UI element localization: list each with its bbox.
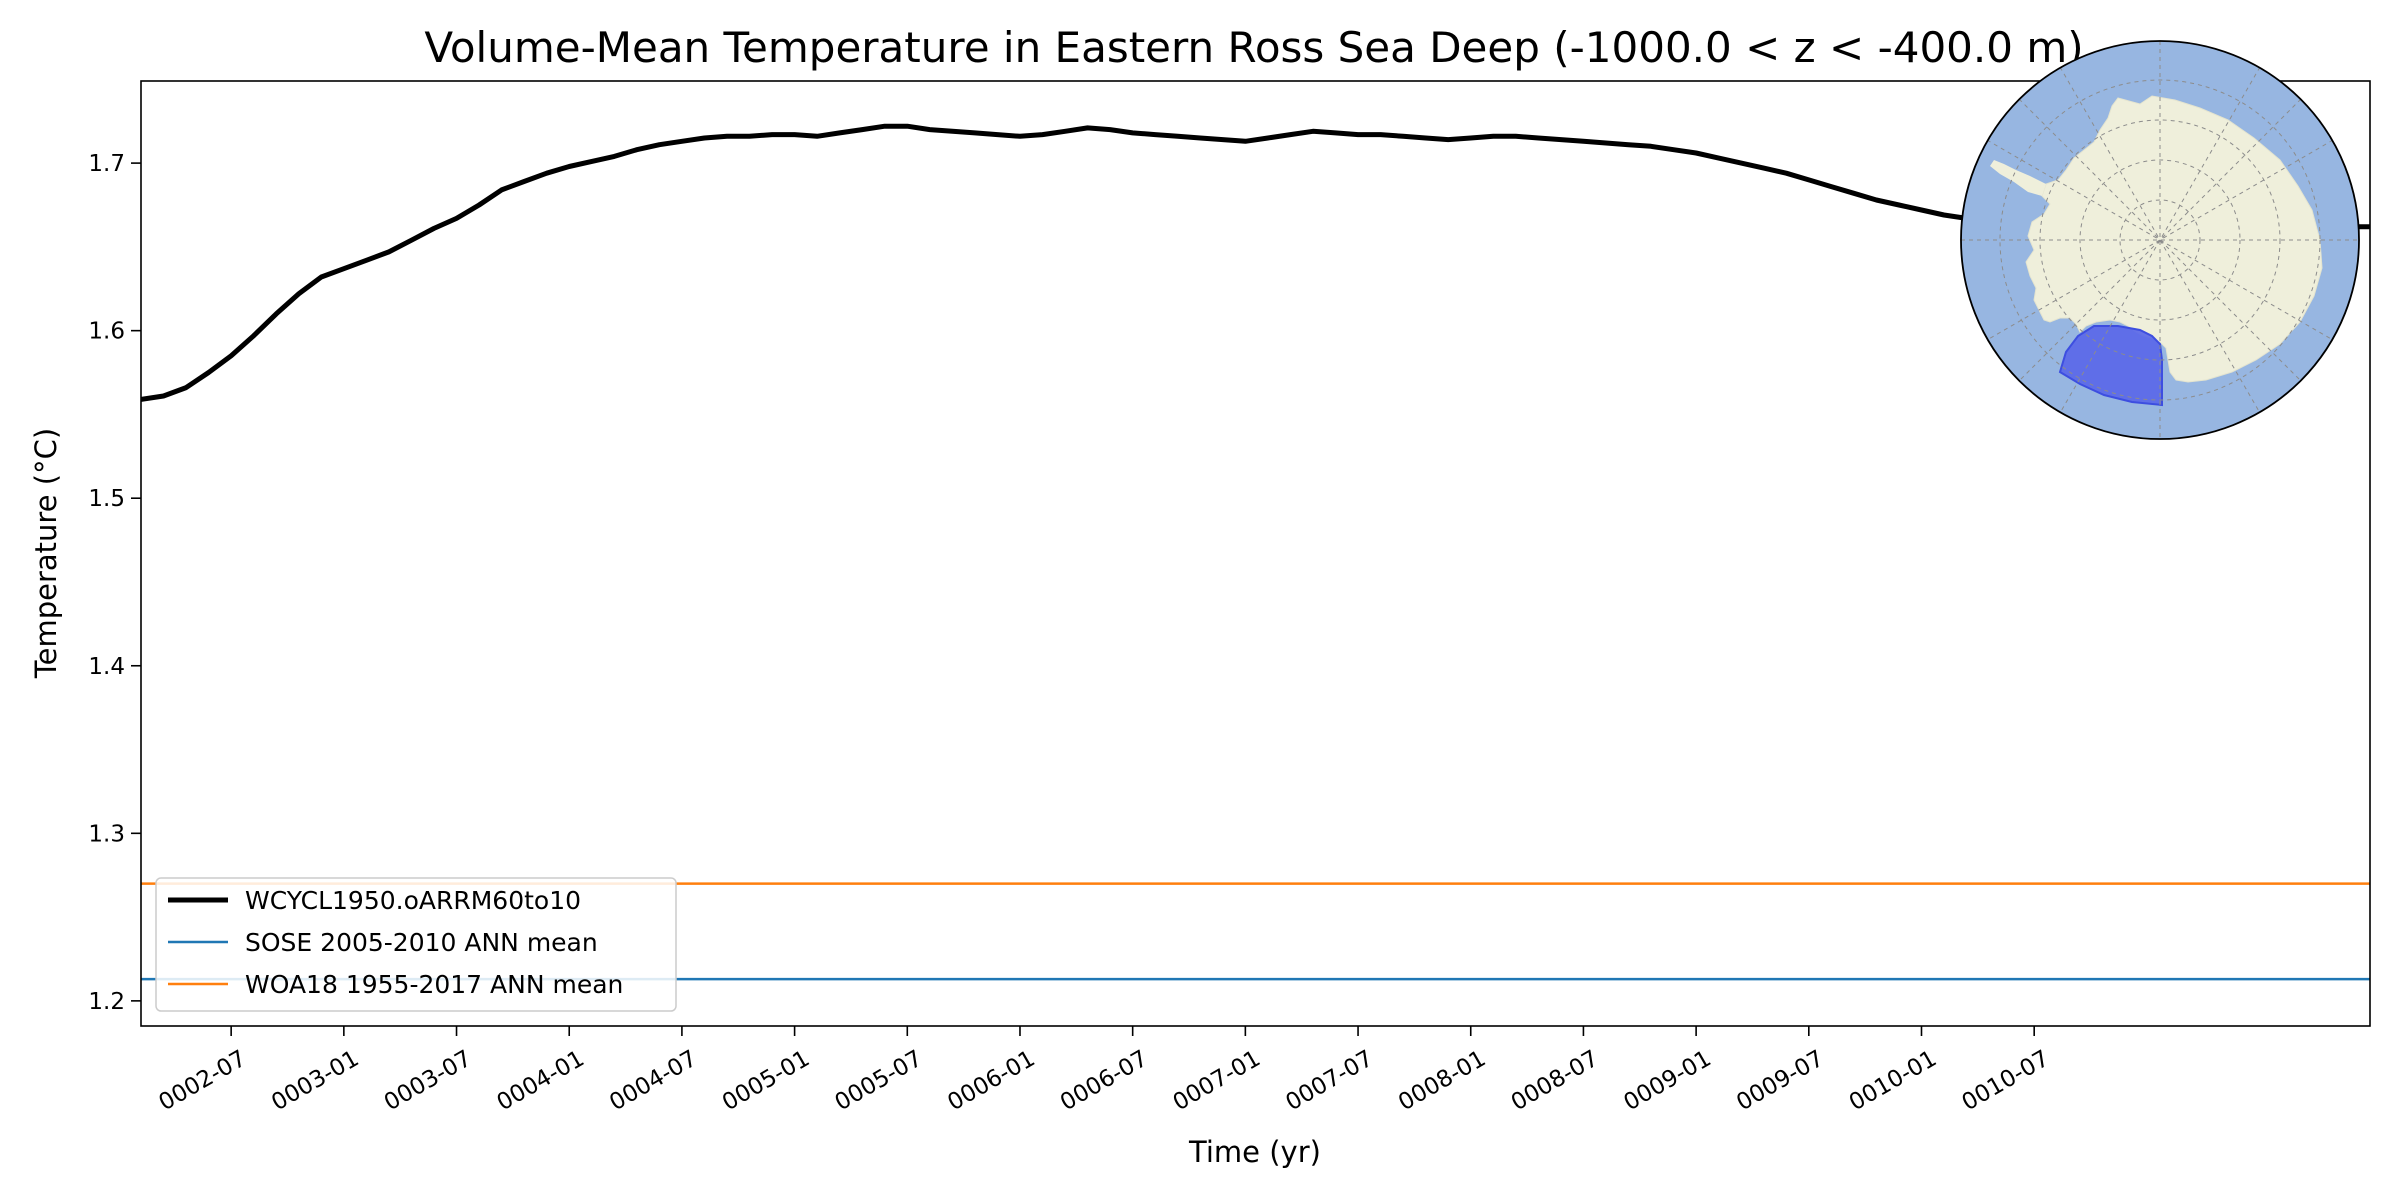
y-tick-label: 1.6 (88, 319, 125, 345)
y-tick-label: 1.2 (88, 989, 125, 1015)
legend-label-model: WCYCL1950.oARRM60to10 (245, 886, 581, 915)
antarctica-landmass (2025, 95, 2323, 383)
ross-sea-region (2058, 325, 2163, 407)
y-tick-label: 1.4 (88, 654, 125, 680)
map-graticule (1961, 41, 2359, 439)
legend-label-sose: SOSE 2005-2010 ANN mean (245, 928, 598, 957)
antarctic-peninsula (1990, 160, 2046, 196)
x-axis-label: Time (yr) (1188, 1135, 1321, 1169)
legend: WCYCL1950.oARRM60to10 SOSE 2005-2010 ANN… (155, 877, 677, 1012)
y-tick-label: 1.7 (88, 151, 125, 177)
legend-label-woa18: WOA18 1955-2017 ANN mean (245, 970, 623, 999)
y-tick-label: 1.5 (88, 486, 125, 512)
south-polar-map-inset (1960, 40, 2360, 440)
chart-title: Volume-Mean Temperature in Eastern Ross … (424, 23, 2083, 72)
axes-frame (140, 80, 2371, 1027)
legend-box (155, 877, 677, 1012)
y-tick-label: 1.3 (88, 821, 125, 847)
y-axis-label: Temperature (°C) (29, 428, 63, 679)
map-border (1960, 40, 2360, 440)
y-axis-ticks: 1.2 1.3 1.4 1.5 1.6 1.7 (88, 151, 141, 1015)
